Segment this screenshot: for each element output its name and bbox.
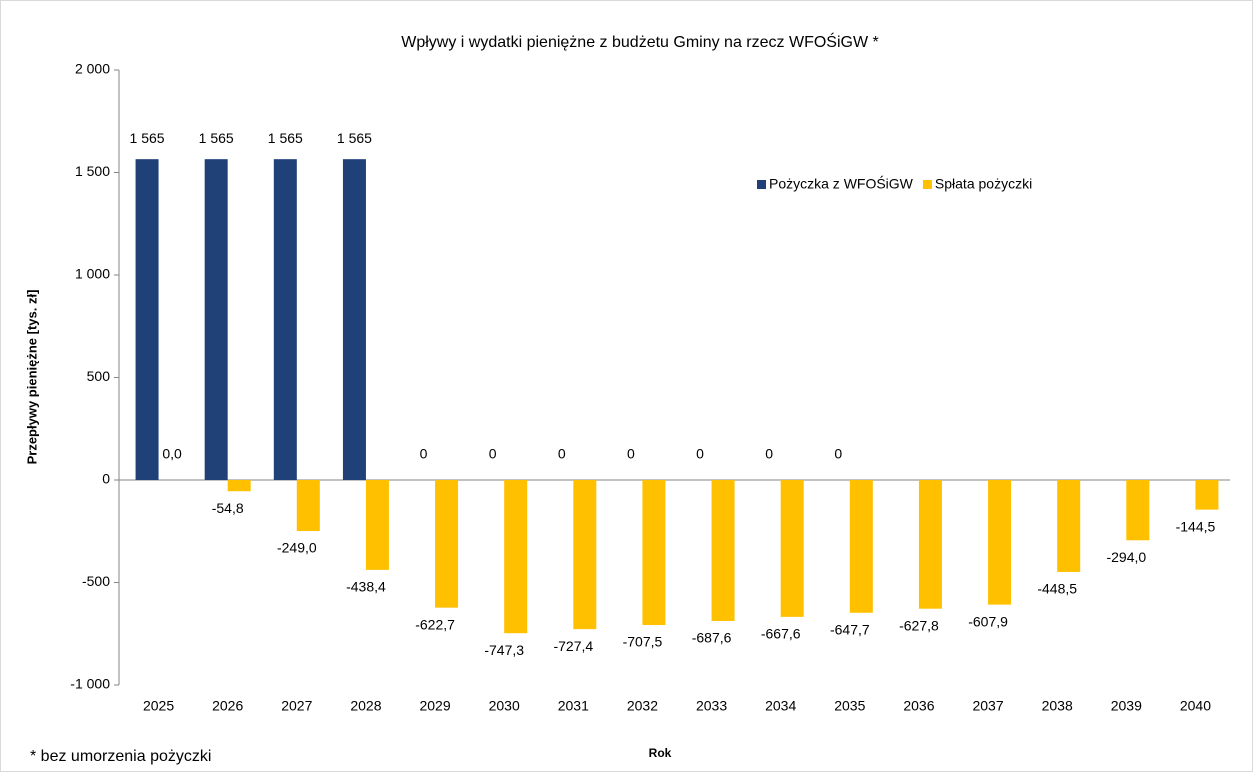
data-label: 1 565 xyxy=(337,130,372,146)
bar xyxy=(204,159,228,481)
x-tick-label: 2032 xyxy=(627,698,658,714)
legend-label: Pożyczka z WFOŚiGW xyxy=(769,175,914,192)
x-tick-label: 2030 xyxy=(489,698,520,714)
x-tick-label: 2038 xyxy=(1042,698,1073,714)
legend-label: Spłata pożyczki xyxy=(935,176,1032,192)
x-tick-label: 2031 xyxy=(558,698,589,714)
y-tick-label: 0 xyxy=(102,471,110,487)
data-label: -647,7 xyxy=(830,621,870,637)
bar xyxy=(711,480,735,621)
x-tick-label: 2035 xyxy=(834,698,865,714)
bar xyxy=(988,480,1012,605)
bar xyxy=(849,480,873,613)
data-label: -607,9 xyxy=(968,613,1008,629)
x-tick-label: 2027 xyxy=(281,698,312,714)
x-tick-label: 2036 xyxy=(903,698,934,714)
y-tick-label: -500 xyxy=(82,573,110,589)
x-tick-label: 2039 xyxy=(1111,698,1142,714)
x-tick-label: 2026 xyxy=(212,698,243,714)
chart-title: Wpływy i wydatki pieniężne z budżetu Gmi… xyxy=(401,32,878,51)
y-tick-label: 2 000 xyxy=(75,61,110,77)
data-label: 0 xyxy=(696,446,704,462)
data-label: -144,5 xyxy=(1176,518,1216,534)
data-label: 0 xyxy=(834,446,842,462)
data-label: -622,7 xyxy=(415,616,455,632)
bar xyxy=(435,480,459,608)
data-label: -438,4 xyxy=(346,579,386,595)
legend-swatch xyxy=(757,180,766,189)
data-label: -747,3 xyxy=(484,642,524,658)
data-label: 0,0 xyxy=(162,446,182,462)
y-tick-label: 1 500 xyxy=(75,163,110,179)
bar xyxy=(1126,480,1150,541)
x-tick-label: 2029 xyxy=(419,698,450,714)
x-tick-label: 2028 xyxy=(350,698,381,714)
x-tick-label: 2034 xyxy=(765,698,796,714)
data-label: 1 565 xyxy=(199,130,234,146)
bar xyxy=(135,159,159,481)
bar xyxy=(780,480,804,617)
data-label: -727,4 xyxy=(553,638,593,654)
data-label: 0 xyxy=(558,446,566,462)
bar xyxy=(342,159,366,481)
bar xyxy=(504,480,528,634)
footnote: * bez umorzenia pożyczki xyxy=(30,748,211,765)
x-tick-label: 2040 xyxy=(1180,698,1211,714)
y-axis-label: Przepływy pieniężne [tys. zł] xyxy=(24,290,39,465)
bar xyxy=(918,480,942,609)
data-label: 1 565 xyxy=(268,130,303,146)
bar xyxy=(273,159,297,481)
data-label: -54,8 xyxy=(212,500,244,516)
bar xyxy=(296,480,320,532)
data-label: 1 565 xyxy=(130,130,165,146)
data-label: -294,0 xyxy=(1106,549,1146,565)
x-tick-label: 2037 xyxy=(972,698,1003,714)
y-tick-label: 1 000 xyxy=(75,266,110,282)
y-tick-label: 500 xyxy=(87,368,111,384)
data-label: -249,0 xyxy=(277,540,317,556)
data-label: -448,5 xyxy=(1037,581,1077,597)
x-axis-label: Rok xyxy=(649,746,672,760)
x-tick-label: 2033 xyxy=(696,698,727,714)
data-label: 0 xyxy=(765,446,773,462)
bar xyxy=(573,480,597,630)
data-label: 0 xyxy=(489,446,497,462)
data-label: 0 xyxy=(420,446,428,462)
data-label: -707,5 xyxy=(623,634,663,650)
data-label: -667,6 xyxy=(761,626,801,642)
data-label: -627,8 xyxy=(899,617,939,633)
bar xyxy=(227,480,251,492)
x-tick-label: 2025 xyxy=(143,698,174,714)
bar xyxy=(1195,480,1219,510)
data-label: -687,6 xyxy=(692,630,732,646)
bar xyxy=(642,480,666,626)
data-label: 0 xyxy=(627,446,635,462)
legend-swatch xyxy=(922,180,932,189)
bar xyxy=(365,480,389,570)
bar xyxy=(1057,480,1081,572)
y-tick-label: -1 000 xyxy=(70,676,110,692)
